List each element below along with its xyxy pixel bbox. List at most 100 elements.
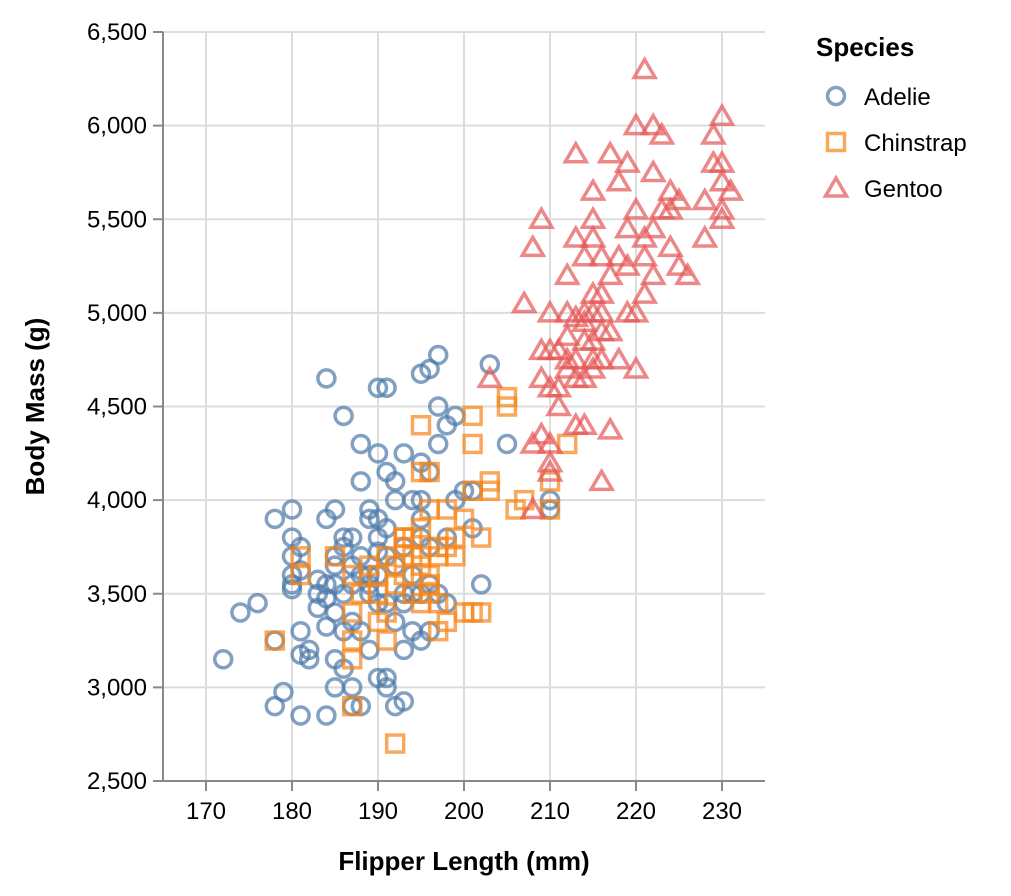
chinstrap-point — [462, 433, 483, 455]
adelie-point — [376, 677, 397, 698]
gentoo-point — [708, 102, 736, 127]
adelie-point — [264, 630, 286, 651]
gentoo-point — [622, 196, 650, 220]
adelie-point — [247, 592, 268, 614]
adelie-point — [359, 508, 380, 530]
gentoo-point — [631, 243, 659, 267]
gentoo-point — [579, 224, 607, 248]
gentoo-point — [691, 224, 719, 248]
gentoo-point — [613, 215, 641, 239]
chinstrap-point — [479, 471, 501, 492]
gentoo-point — [588, 467, 616, 492]
chinstrap-point — [341, 649, 363, 670]
gentoo-point — [519, 233, 547, 258]
legend-symbol-circle — [825, 85, 847, 107]
adelie-point — [290, 705, 311, 726]
gentoo-point — [605, 346, 633, 370]
x-tick-label: 200 — [444, 798, 484, 825]
gentoo-point — [699, 121, 727, 145]
gentoo-point — [622, 355, 650, 379]
gentoo-point — [579, 177, 607, 201]
x-tick-label: 220 — [616, 798, 656, 825]
adelie-point — [290, 620, 311, 642]
gentoo-point — [665, 187, 693, 211]
gentoo-point — [631, 55, 659, 80]
chinstrap-point — [290, 564, 311, 586]
y-tick-label: 5,000 — [87, 300, 147, 327]
adelie-point — [427, 344, 449, 366]
gentoo-point — [562, 140, 590, 164]
x-tick-label: 210 — [530, 798, 570, 825]
gentoo-point — [570, 411, 598, 435]
gentoo-point — [562, 364, 590, 389]
gentoo-point — [588, 346, 616, 370]
x-tick-label: 170 — [186, 798, 226, 825]
gentoo-point — [579, 205, 607, 229]
chinstrap-point — [264, 630, 286, 651]
series-gentoo — [476, 55, 745, 520]
gentoo-point — [536, 449, 564, 473]
gentoo-point — [553, 322, 581, 347]
chinstrap-point — [427, 536, 449, 558]
adelie-point — [367, 377, 389, 399]
adelie-point — [333, 405, 354, 427]
adelie-point — [324, 499, 346, 520]
adelie-point — [393, 639, 415, 661]
adelie-point — [307, 583, 329, 604]
adelie-point — [230, 602, 251, 623]
gentoo-point — [622, 112, 650, 136]
legend-symbol-triangle — [822, 174, 850, 198]
gentoo-point — [562, 224, 590, 248]
gentoo-point — [553, 299, 581, 323]
gentoo-point — [519, 496, 547, 520]
data-points — [212, 55, 745, 754]
legend-label: Adelie — [864, 84, 931, 111]
gentoo-point — [665, 252, 693, 276]
y-tick-label: 6,000 — [87, 113, 147, 140]
gentoo-point — [536, 299, 564, 323]
series-chinstrap — [264, 386, 578, 754]
adelie-point — [367, 443, 389, 464]
x-tick-label: 230 — [702, 798, 742, 825]
gentoo-point — [656, 177, 684, 201]
chinstrap-point — [462, 405, 483, 427]
x-tick-label: 190 — [358, 798, 398, 825]
gentoo-point — [570, 243, 598, 267]
gentoo-point — [527, 421, 555, 445]
gentoo-point — [656, 233, 684, 258]
adelie-point — [350, 471, 372, 492]
legend-title: Species — [816, 32, 914, 62]
adelie-point — [384, 471, 406, 492]
chinstrap-point — [539, 499, 561, 520]
axes: 170 180 190 200 210 220 230 2,500 3,000 3,500 4,00… — [87, 19, 765, 825]
adelie-point — [393, 691, 415, 712]
legend-item-chinstrap: Chinstrap — [825, 130, 967, 157]
gentoo-point — [674, 261, 702, 286]
gentoo-point — [708, 168, 736, 192]
adelie-point — [350, 433, 372, 455]
gentoo-point — [510, 290, 538, 314]
adelie-point — [298, 649, 320, 670]
adelie-point — [324, 602, 346, 623]
chinstrap-point — [453, 508, 475, 530]
gentoo-point — [588, 243, 616, 267]
chinstrap-point — [376, 602, 397, 623]
adelie-point — [316, 368, 337, 389]
adelie-point — [427, 433, 449, 455]
adelie-point — [359, 639, 380, 661]
chinstrap-point — [393, 527, 415, 548]
gentoo-point — [708, 196, 736, 220]
y-tick-label: 3,000 — [87, 674, 147, 701]
gentoo-point — [639, 261, 667, 286]
chinstrap-point — [384, 733, 406, 754]
gentoo-point — [717, 177, 745, 201]
y-tick-label: 3,500 — [87, 581, 147, 608]
gentoo-point — [596, 140, 624, 164]
gentoo-point — [536, 458, 564, 482]
x-axis-title: Flipper Length (mm) — [338, 846, 589, 876]
chinstrap-point — [470, 527, 492, 548]
gentoo-point — [605, 168, 633, 192]
gentoo-point — [639, 112, 667, 136]
series-adelie — [212, 344, 561, 726]
chinstrap-point — [324, 546, 346, 567]
